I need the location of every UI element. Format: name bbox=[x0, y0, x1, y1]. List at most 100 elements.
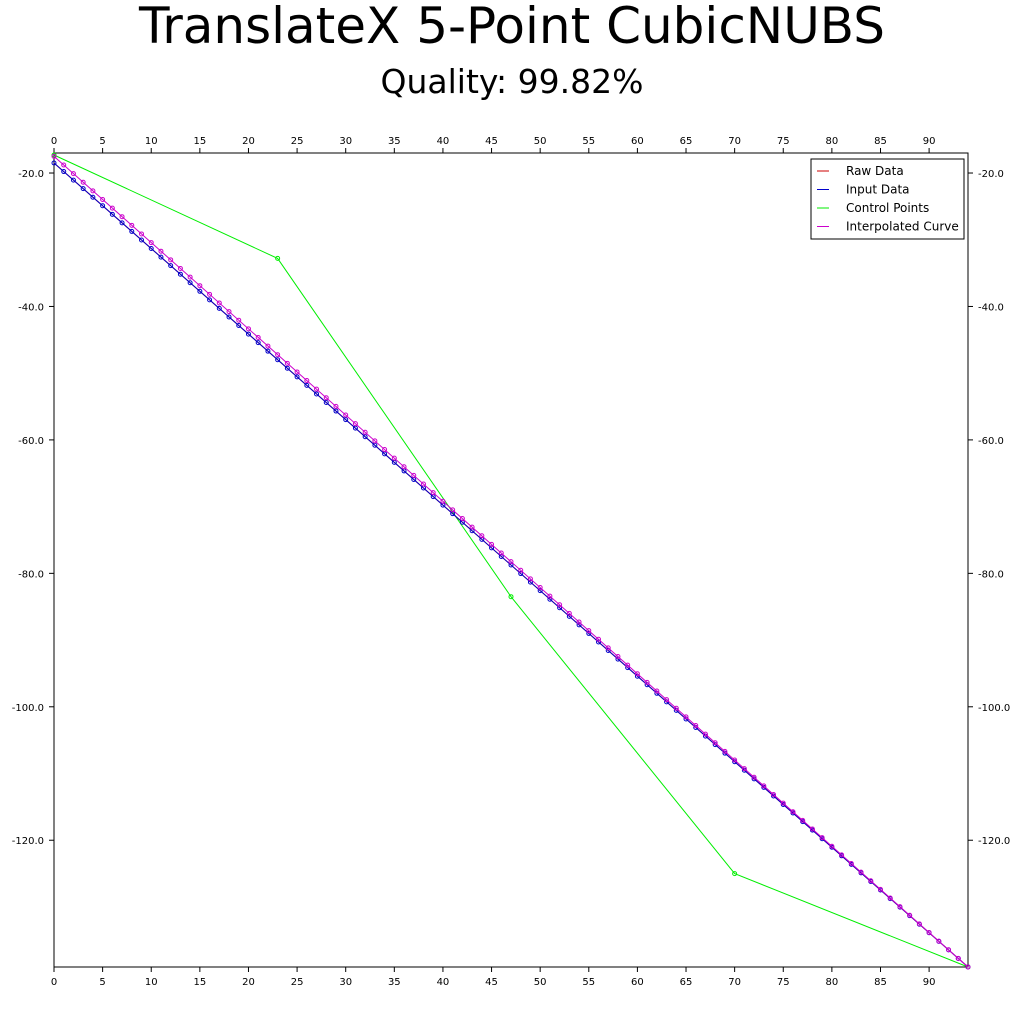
series-point-interpolated-curve bbox=[829, 843, 835, 849]
series-point-input-data bbox=[255, 340, 261, 346]
series-point-interpolated-curve bbox=[634, 671, 640, 677]
series-layer bbox=[51, 152, 971, 970]
series-point-interpolated-curve bbox=[664, 697, 670, 703]
series-point-input-data bbox=[294, 374, 300, 380]
series-point-interpolated-curve bbox=[391, 455, 397, 461]
legend: Raw Data Input Data Control Points Interpol… bbox=[810, 158, 965, 240]
series-point-interpolated-curve bbox=[673, 705, 679, 711]
y-tick-label-left: -80.0 bbox=[18, 569, 44, 580]
series-point-interpolated-curve bbox=[362, 429, 368, 435]
series-point-input-data bbox=[158, 254, 164, 260]
series-point-input-data bbox=[245, 331, 251, 337]
series-point-interpolated-curve bbox=[586, 628, 592, 634]
legend-box bbox=[810, 158, 965, 240]
series-point-interpolated-curve bbox=[304, 378, 310, 384]
series-point-input-data bbox=[498, 553, 504, 559]
series-point-interpolated-curve bbox=[547, 593, 553, 599]
series-point-interpolated-curve bbox=[207, 291, 213, 297]
series-point-interpolated-curve bbox=[566, 610, 572, 616]
series-point-interpolated-curve bbox=[557, 602, 563, 608]
series-point-interpolated-curve bbox=[265, 343, 271, 349]
series-point-input-data bbox=[70, 177, 76, 183]
series-point-interpolated-curve bbox=[109, 205, 115, 211]
x-tick-label-bottom: 55 bbox=[582, 977, 595, 988]
series-point-interpolated-curve bbox=[430, 490, 436, 496]
series-point-input-data bbox=[508, 562, 514, 568]
y-tick-label-right: -20.0 bbox=[978, 169, 1004, 180]
series-point-interpolated-curve bbox=[936, 938, 942, 944]
series-point-input-data bbox=[284, 365, 290, 371]
x-tick-label-top: 30 bbox=[339, 136, 352, 147]
series-point-interpolated-curve bbox=[187, 274, 193, 280]
x-tick-label-bottom: 85 bbox=[874, 977, 887, 988]
series-point-input-data bbox=[527, 579, 533, 585]
series-point-interpolated-curve bbox=[226, 309, 232, 315]
series-point-interpolated-curve bbox=[440, 498, 446, 504]
series-point-interpolated-curve bbox=[644, 679, 650, 685]
x-tick-label-bottom: 45 bbox=[485, 977, 498, 988]
series-point-input-data bbox=[314, 391, 320, 397]
x-tick-label-bottom: 75 bbox=[777, 977, 790, 988]
series-point-control-points bbox=[275, 255, 281, 261]
series-point-interpolated-curve bbox=[926, 930, 932, 936]
series-point-interpolated-curve bbox=[450, 507, 456, 513]
y-tick-label-right: -60.0 bbox=[978, 436, 1004, 447]
series-point-interpolated-curve bbox=[848, 861, 854, 867]
series-point-interpolated-curve bbox=[897, 904, 903, 910]
x-tick-label-bottom: 90 bbox=[923, 977, 936, 988]
y-tick-label-right: -120.0 bbox=[978, 836, 1010, 847]
series-point-input-data bbox=[90, 194, 96, 200]
series-point-interpolated-curve bbox=[216, 300, 222, 306]
series-point-interpolated-curve bbox=[275, 352, 281, 358]
x-tick-label-top: 45 bbox=[485, 136, 498, 147]
series-point-input-data bbox=[304, 382, 310, 388]
plot-frame bbox=[53, 152, 969, 968]
series-point-interpolated-curve bbox=[615, 654, 621, 660]
x-tick-label-bottom: 30 bbox=[339, 977, 352, 988]
series-point-interpolated-curve bbox=[177, 265, 183, 271]
y-tick-label-left: -40.0 bbox=[18, 302, 44, 313]
series-point-interpolated-curve bbox=[868, 878, 874, 884]
x-tick-label-bottom: 5 bbox=[99, 977, 105, 988]
series-point-interpolated-curve bbox=[119, 214, 125, 220]
series-point-input-data bbox=[596, 639, 602, 645]
series-point-interpolated-curve bbox=[800, 817, 806, 823]
series-point-interpolated-curve bbox=[693, 723, 699, 729]
series-point-interpolated-curve bbox=[683, 714, 689, 720]
series-point-input-data bbox=[51, 160, 57, 166]
series-point-interpolated-curve bbox=[907, 912, 913, 918]
series-line-input-data bbox=[53, 162, 969, 968]
series-point-input-data bbox=[343, 417, 349, 423]
series-point-input-data bbox=[586, 630, 592, 636]
series-point-interpolated-curve bbox=[537, 585, 543, 591]
series-point-interpolated-curve bbox=[333, 403, 339, 409]
series-point-interpolated-curve bbox=[236, 317, 242, 323]
x-tick-label-top: 80 bbox=[826, 136, 839, 147]
series-point-interpolated-curve bbox=[401, 464, 407, 470]
series-point-interpolated-curve bbox=[702, 731, 708, 737]
series-point-interpolated-curve bbox=[780, 800, 786, 806]
legend-label-raw-data: Raw Data bbox=[846, 164, 904, 178]
series-point-interpolated-curve bbox=[946, 947, 952, 953]
series-point-input-data bbox=[236, 323, 242, 329]
series-point-interpolated-curve bbox=[158, 248, 164, 254]
series-point-input-data bbox=[119, 220, 125, 226]
series-point-interpolated-curve bbox=[489, 541, 495, 547]
series-point-input-data bbox=[576, 622, 582, 628]
y-tick-label-right: -80.0 bbox=[978, 569, 1004, 580]
x-tick-label-top: 35 bbox=[388, 136, 401, 147]
series-point-input-data bbox=[80, 186, 86, 192]
x-tick-label-top: 60 bbox=[631, 136, 644, 147]
x-tick-label-top: 75 bbox=[777, 136, 790, 147]
series-point-input-data bbox=[207, 297, 213, 303]
x-tick-label-top: 55 bbox=[582, 136, 595, 147]
series-point-interpolated-curve bbox=[323, 395, 329, 401]
x-tick-label-bottom: 35 bbox=[388, 977, 401, 988]
series-point-input-data bbox=[139, 237, 145, 243]
series-point-interpolated-curve bbox=[732, 757, 738, 763]
series-point-interpolated-curve bbox=[887, 895, 893, 901]
series-point-control-points bbox=[732, 871, 738, 877]
series-point-interpolated-curve bbox=[148, 240, 154, 246]
series-point-input-data bbox=[518, 571, 524, 577]
series-point-interpolated-curve bbox=[498, 550, 504, 556]
